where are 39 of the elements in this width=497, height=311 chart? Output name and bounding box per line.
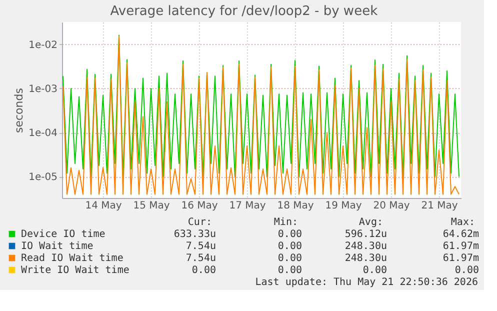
x-tick-label: 16 May [181,200,218,212]
text: 0.00 [362,265,387,276]
text: 0.00 [278,241,302,252]
text: 7.54u [186,253,216,264]
text: 0.00 [192,265,216,276]
text: Cur: [188,217,212,228]
x-tick-label: 20 May [373,200,410,212]
legend-label: IO Wait time [21,241,94,252]
x-tick-label: 19 May [325,200,362,212]
text: 0.00 [278,229,302,240]
text: 7.54u [186,241,216,252]
y-tick-label: 1e-05 [28,172,58,184]
chart-title: Average latency for /dev/loop2 - by week [110,4,378,19]
x-tick-label: 14 May [85,200,122,212]
y-tick-label: 1e-03 [28,84,58,95]
text: 61.97m [442,253,479,264]
x-tick-label: 17 May [229,200,266,212]
text: 596.12u [344,229,387,240]
text: 0.00 [278,253,302,264]
legend-label: Device IO time [21,229,106,240]
x-tick-label: 21 May [421,200,458,212]
text: 248.30u [344,241,387,252]
text: 0.00 [454,265,479,276]
legend-label: Write IO Wait time [21,265,130,276]
x-tick-label: 15 May [133,200,170,212]
text: Last update: Thu May 21 22:50:36 2026 [255,277,478,288]
text: 0.00 [278,265,302,276]
text: Avg: [358,217,383,228]
y-tick-label: 1e-02 [28,40,58,51]
text: Min: [274,217,298,228]
y-tick-label: 1e-04 [28,128,58,140]
text: 248.30u [344,253,387,264]
text: 633.33u [174,229,216,240]
text: 61.97m [442,241,479,252]
y-axis-title: seconds [12,88,26,133]
x-tick-label: 18 May [277,200,314,212]
text: 64.62m [442,229,479,240]
text: Max: [450,217,475,228]
legend-label: Read IO Wait time [21,253,124,264]
